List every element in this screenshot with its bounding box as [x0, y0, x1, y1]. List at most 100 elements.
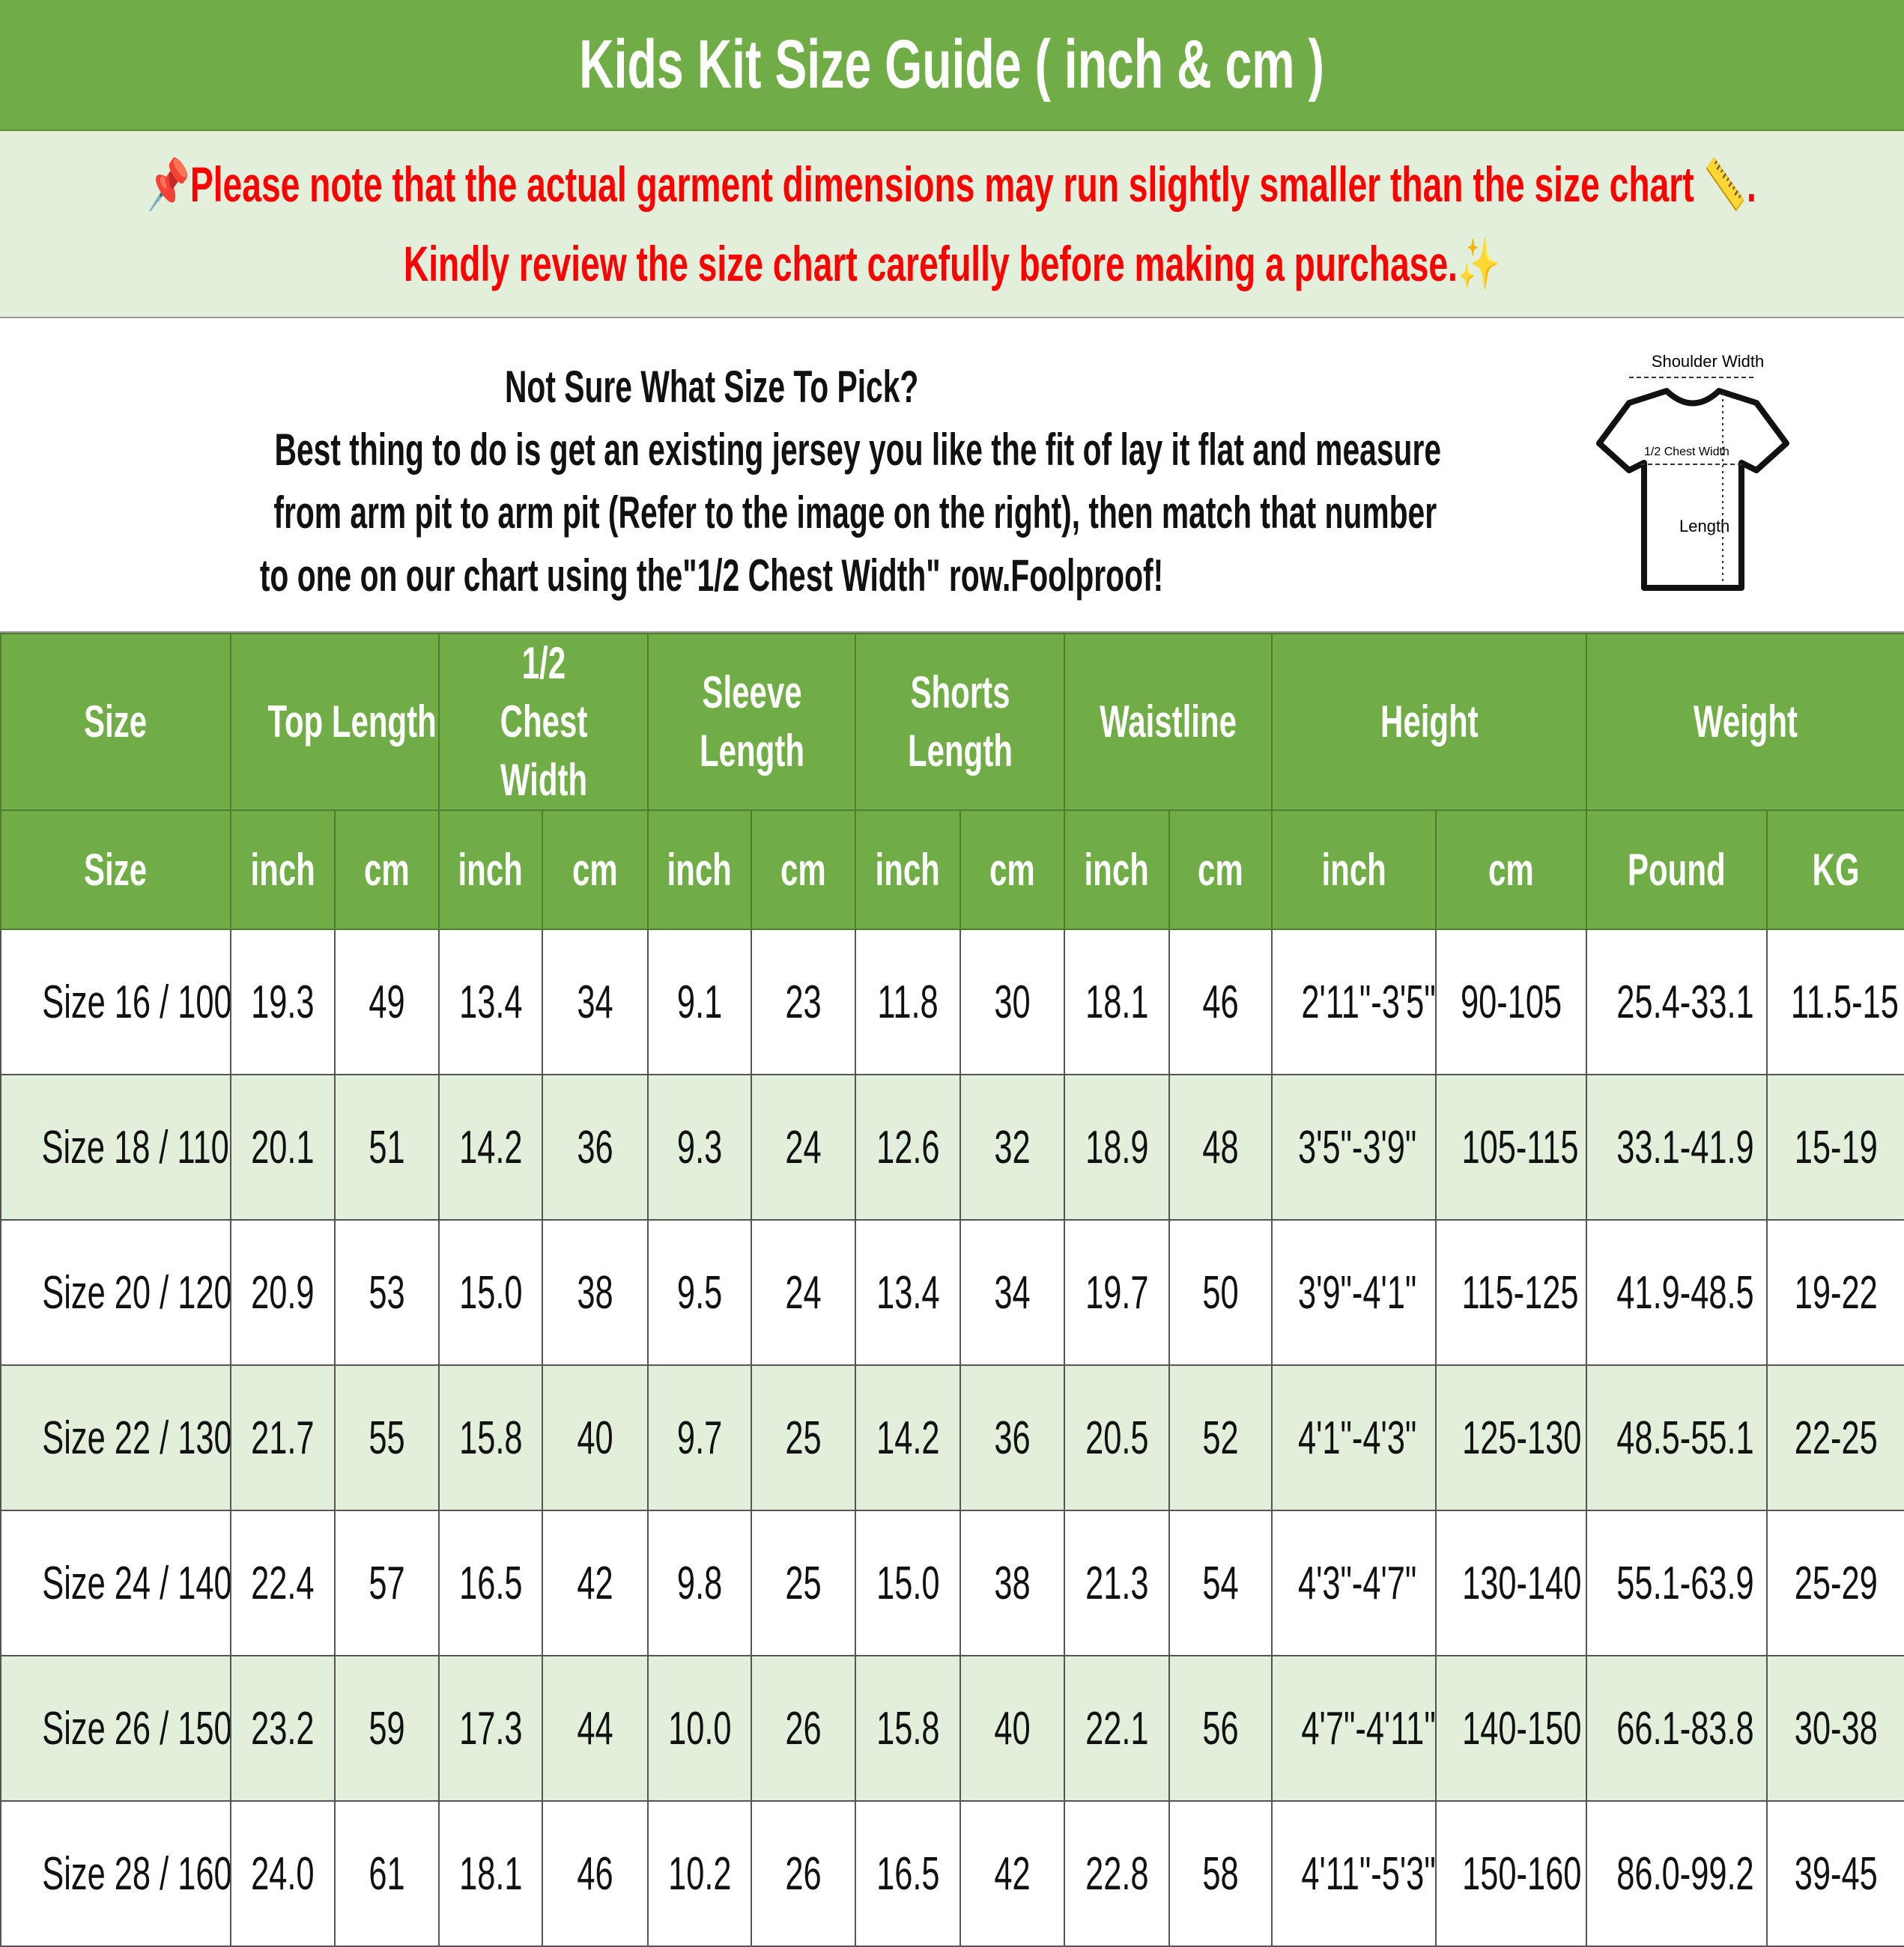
table-row: Size 24 / 140 22.4 57 16.5 42 9.8 25 15.0 38 21.3…	[0, 1510, 1904, 1656]
value-cell: 42	[542, 1510, 649, 1656]
value-cell: 24	[751, 1074, 856, 1221]
value-cell: 25	[751, 1364, 856, 1511]
value-cell: 33.1-41.9	[1586, 1074, 1768, 1221]
unit-header: cm	[542, 810, 649, 930]
unit-header: cm	[751, 810, 856, 930]
value-cell: 140-150	[1435, 1655, 1587, 1802]
unit-header: inch	[1271, 810, 1437, 930]
value-cell: 22.4	[230, 1510, 336, 1656]
value-cell: 14.2	[855, 1364, 961, 1511]
value-cell: 19.7	[1064, 1219, 1170, 1366]
value-cell: 4'11"-5'3"	[1271, 1800, 1437, 1947]
value-cell: 48	[1168, 1074, 1273, 1221]
value-cell: 15.0	[438, 1219, 543, 1366]
unit-header: inch	[855, 810, 961, 930]
unit-header: cm	[1168, 810, 1273, 930]
value-cell: 16.5	[438, 1510, 543, 1656]
value-cell: 34	[542, 929, 649, 1075]
header-weight: Weight	[1586, 633, 1904, 811]
table-row: Size 22 / 130 21.7 55 15.8 40 9.7 25 14.2 36 20.5…	[0, 1364, 1904, 1511]
value-cell: 22.8	[1064, 1800, 1170, 1947]
header-1-2-chest-width: 1/2 Chest Width	[438, 633, 649, 811]
value-cell: 40	[959, 1655, 1065, 1802]
unit-header: inch	[1064, 810, 1170, 930]
value-cell: 66.1-83.8	[1586, 1655, 1768, 1802]
value-cell: 49	[334, 929, 440, 1075]
value-cell: 41.9-48.5	[1586, 1219, 1768, 1366]
value-cell: 18.1	[1064, 929, 1170, 1075]
value-cell: 22.1	[1064, 1655, 1170, 1802]
info-line-3: to one on our chart using the"1/2 Chest …	[259, 550, 1164, 601]
value-cell: 13.4	[855, 1219, 961, 1366]
table-row: Size 28 / 160 24.0 61 18.1 46 10.2 26 16.5 42 22.…	[0, 1800, 1904, 1947]
value-cell: 32	[959, 1074, 1065, 1221]
value-cell: 20.9	[230, 1219, 336, 1366]
value-cell: 18.9	[1064, 1074, 1170, 1221]
value-cell: 46	[1168, 929, 1273, 1075]
value-cell: 23	[751, 929, 856, 1075]
value-cell: 10.2	[647, 1800, 752, 1947]
value-cell: 52	[1168, 1364, 1273, 1511]
size-cell: Size 26 / 150	[0, 1655, 231, 1802]
value-cell: 125-130	[1435, 1364, 1587, 1511]
page-title: Kids Kit Size Guide ( inch & cm )	[0, 0, 1904, 131]
value-cell: 38	[542, 1219, 649, 1366]
value-cell: 25	[751, 1510, 856, 1656]
notice-banner: 📌Please note that the actual garment dim…	[0, 131, 1904, 318]
value-cell: 15.8	[855, 1655, 961, 1802]
info-line-1: Best thing to do is get an existing jers…	[274, 425, 1442, 475]
value-cell: 20.5	[1064, 1364, 1170, 1511]
size-cell: Size 18 / 110	[0, 1074, 231, 1221]
value-cell: 46	[542, 1800, 649, 1947]
shoulder-width-label: Shoulder Width	[1652, 352, 1764, 371]
value-cell: 11.8	[855, 929, 961, 1075]
table-row: Size 16 / 100 19.3 49 13.4 34 9.1 23 11.8 30 18.1…	[0, 929, 1904, 1075]
value-cell: 9.5	[647, 1219, 752, 1366]
value-cell: 2'11"-3'5"	[1271, 929, 1437, 1075]
value-cell: 17.3	[438, 1655, 543, 1802]
header-size: Size	[0, 633, 231, 811]
header-shorts-length: Shorts Length	[855, 633, 1065, 811]
size-cell: Size 24 / 140	[0, 1510, 231, 1656]
value-cell: 58	[1168, 1800, 1273, 1947]
value-cell: 48.5-55.1	[1586, 1364, 1768, 1511]
value-cell: 30	[959, 929, 1065, 1075]
value-cell: 19.3	[230, 929, 336, 1075]
value-cell: 9.3	[647, 1074, 752, 1221]
value-cell: 23.2	[230, 1655, 336, 1802]
value-cell: 44	[542, 1655, 649, 1802]
value-cell: 150-160	[1435, 1800, 1587, 1947]
tshirt-diagram: Shoulder Width 1/2 Chest Width Length	[1596, 352, 1789, 591]
unit-header: Pound	[1586, 810, 1768, 930]
value-cell: 15.0	[855, 1510, 961, 1656]
notice-line-2: Kindly review the size chart carefully b…	[403, 236, 1501, 291]
value-cell: 61	[334, 1800, 440, 1947]
length-label: Length	[1679, 517, 1729, 535]
unit-header: cm	[334, 810, 440, 930]
value-cell: 22-25	[1766, 1364, 1904, 1511]
value-cell: 115-125	[1435, 1219, 1587, 1366]
value-cell: 40	[542, 1364, 649, 1511]
measure-info: Not Sure What Size To Pick? Best thing t…	[0, 318, 1904, 633]
value-cell: 4'7"-4'11"	[1271, 1655, 1437, 1802]
unit-header: KG	[1766, 810, 1904, 930]
table-row: Size 26 / 150 23.2 59 17.3 44 10.0 26 15.8 40 22.…	[0, 1655, 1904, 1802]
value-cell: 3'5"-3'9"	[1271, 1074, 1437, 1221]
value-cell: 3'9"-4'1"	[1271, 1219, 1437, 1366]
tshirt-icon	[1596, 388, 1789, 591]
value-cell: 24.0	[230, 1800, 336, 1947]
value-cell: 4'3"-4'7"	[1271, 1510, 1437, 1656]
value-cell: 50	[1168, 1219, 1273, 1366]
size-cell: Size 20 / 120	[0, 1219, 231, 1366]
value-cell: 36	[959, 1364, 1065, 1511]
value-cell: 54	[1168, 1510, 1273, 1656]
chest-width-label: 1/2 Chest Width	[1644, 446, 1729, 458]
unit-header: Size	[0, 810, 231, 930]
value-cell: 34	[959, 1219, 1065, 1366]
value-cell: 10.0	[647, 1655, 752, 1802]
value-cell: 16.5	[855, 1800, 961, 1947]
value-cell: 55	[334, 1364, 440, 1511]
value-cell: 30-38	[1766, 1655, 1904, 1802]
unit-header: cm	[959, 810, 1065, 930]
value-cell: 21.3	[1064, 1510, 1170, 1656]
